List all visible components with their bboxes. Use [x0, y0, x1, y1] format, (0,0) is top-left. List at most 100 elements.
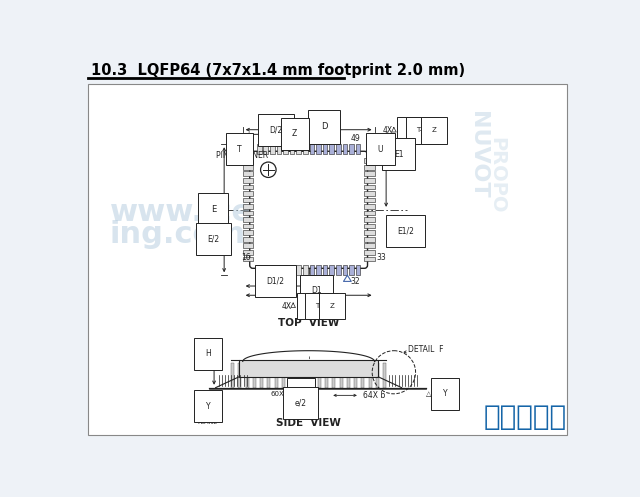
Text: △: △	[426, 391, 432, 397]
Bar	[243, 198, 253, 202]
Bar	[243, 256, 253, 261]
Bar	[270, 144, 275, 155]
Text: www.iceat: www.iceat	[109, 198, 288, 227]
Text: GG: GG	[315, 136, 326, 142]
Text: bbb: bbb	[397, 127, 411, 134]
Bar	[342, 144, 347, 155]
Text: D1/2: D1/2	[267, 277, 285, 286]
Bar	[364, 204, 374, 209]
Text: 1: 1	[246, 158, 252, 166]
Bar	[310, 144, 314, 155]
Bar	[243, 231, 253, 235]
Bar	[290, 265, 294, 275]
Bar	[310, 363, 314, 388]
Text: PLANE: PLANE	[198, 420, 218, 425]
Text: 深圳宏力捷: 深圳宏力捷	[484, 403, 566, 431]
Bar	[336, 265, 340, 275]
Bar	[257, 265, 262, 275]
Bar	[238, 363, 241, 388]
Bar	[362, 363, 364, 388]
Bar	[264, 265, 268, 275]
Bar	[276, 144, 282, 155]
Text: D/2: D/2	[269, 125, 282, 134]
Bar	[364, 217, 374, 222]
Text: 60X: 60X	[270, 391, 284, 397]
Text: 17: 17	[258, 277, 268, 286]
FancyBboxPatch shape	[250, 151, 367, 268]
Bar	[239, 360, 378, 377]
Bar	[303, 265, 308, 275]
Bar	[284, 265, 288, 275]
Bar	[364, 191, 374, 196]
Bar	[243, 244, 253, 248]
Text: e: e	[299, 389, 303, 398]
Bar	[303, 363, 307, 388]
Bar	[310, 265, 314, 275]
Bar	[356, 265, 360, 275]
Bar	[243, 204, 253, 209]
Bar	[243, 250, 253, 254]
Bar	[364, 165, 374, 169]
Bar	[323, 144, 328, 155]
Text: SEATING: SEATING	[195, 415, 221, 420]
Bar	[364, 159, 374, 163]
Text: Z: Z	[330, 303, 334, 309]
Text: Y: Y	[205, 402, 210, 411]
Bar	[349, 144, 354, 155]
Text: E1: E1	[394, 150, 403, 159]
Bar	[364, 244, 374, 248]
Text: D: D	[321, 122, 328, 131]
Text: T-U: T-U	[416, 127, 428, 134]
Bar	[276, 265, 282, 275]
Text: 4X: 4X	[282, 302, 292, 311]
Bar	[243, 165, 253, 169]
Bar	[243, 178, 253, 182]
Text: Z: Z	[292, 129, 298, 138]
Bar	[364, 211, 374, 215]
Text: DETAIL  F: DETAIL F	[404, 345, 444, 354]
Bar	[253, 363, 256, 388]
Bar	[325, 363, 328, 388]
Bar	[330, 144, 334, 155]
Text: aaa: aaa	[297, 303, 310, 309]
Text: E1/2: E1/2	[397, 227, 414, 236]
Bar	[264, 144, 268, 155]
Bar	[383, 363, 386, 388]
Text: 33: 33	[376, 253, 386, 262]
Text: E/2: E/2	[207, 235, 220, 244]
Bar	[243, 217, 253, 222]
Text: 48: 48	[376, 158, 386, 166]
Text: PIN1 CORNER: PIN1 CORNER	[216, 151, 268, 160]
Bar	[243, 159, 253, 163]
Bar	[354, 363, 357, 388]
Bar	[303, 144, 308, 155]
Text: Y: Y	[407, 127, 412, 134]
Bar	[243, 171, 253, 176]
Bar	[243, 224, 253, 229]
Bar	[332, 363, 335, 388]
Bar	[340, 363, 343, 388]
Text: Z: Z	[432, 127, 436, 134]
Bar	[282, 363, 285, 388]
Bar	[243, 237, 253, 242]
Bar	[364, 178, 374, 182]
Bar	[364, 237, 374, 242]
Text: SIDE  VIEW: SIDE VIEW	[276, 418, 341, 428]
Text: e/2: e/2	[295, 399, 307, 408]
Text: E: E	[211, 205, 216, 214]
Text: 49: 49	[351, 134, 360, 143]
Bar	[364, 250, 374, 254]
Text: D1: D1	[311, 286, 322, 295]
Text: T-U: T-U	[316, 303, 326, 309]
Text: 32: 32	[351, 277, 360, 286]
Text: TOP  VIEW: TOP VIEW	[278, 319, 339, 329]
Bar	[296, 265, 301, 275]
Bar	[290, 144, 294, 155]
Bar	[243, 211, 253, 215]
Bar	[330, 265, 334, 275]
Bar	[376, 363, 379, 388]
Bar	[231, 363, 234, 388]
Text: 16: 16	[242, 253, 252, 262]
Text: Y: Y	[443, 389, 447, 398]
Bar	[270, 265, 275, 275]
